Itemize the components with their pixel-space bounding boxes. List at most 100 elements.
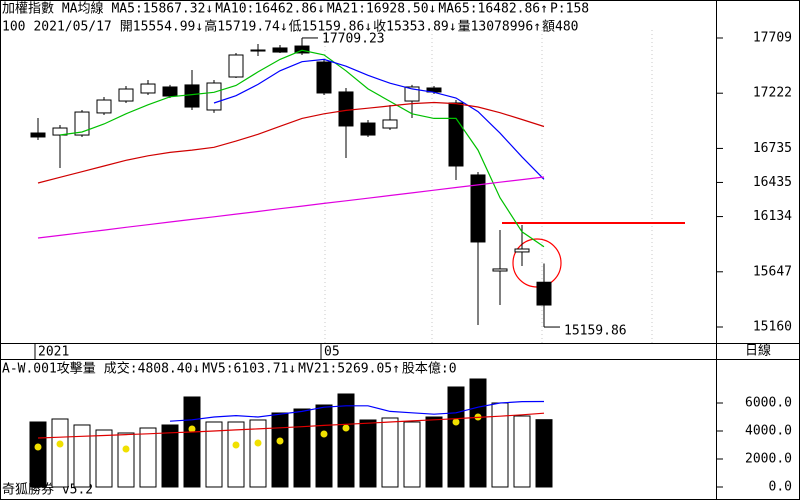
candle-body	[360, 122, 376, 136]
volume-bar	[359, 419, 377, 488]
candle-body	[316, 61, 332, 94]
candle-body	[30, 132, 46, 138]
volume-bar	[271, 412, 289, 488]
y-tick-label: 4000.0	[745, 423, 792, 438]
candle-body	[470, 174, 486, 243]
volume-bar	[403, 421, 421, 488]
volume-bar	[337, 393, 355, 488]
volume-bar	[139, 427, 157, 488]
y-tick-label: 17222	[753, 86, 792, 101]
candle-body	[140, 83, 156, 94]
volume-bar	[513, 415, 531, 488]
ma-line	[169, 400, 545, 422]
legend-entry: MA10:16462.86↓	[215, 2, 325, 17]
y-tick-label: 6000.0	[745, 395, 792, 410]
info-item: 2021/05/17	[33, 20, 111, 35]
candle-body	[294, 45, 310, 54]
ma-line	[37, 176, 545, 239]
volume-bar	[73, 424, 91, 488]
y-tick-label: 0.0	[769, 479, 792, 494]
indicator-dot	[452, 418, 460, 426]
candle-body	[338, 91, 354, 127]
y-tick-label: 2000.0	[745, 451, 792, 466]
info-item: 額480	[542, 20, 578, 35]
indicator-dot	[122, 445, 130, 453]
volume-bar	[117, 432, 135, 488]
volume-bar	[381, 417, 399, 488]
volume-bar	[315, 404, 333, 488]
legend-entry: MA5:15867.32↓	[111, 2, 213, 17]
y-tick-label: 16435	[753, 175, 792, 190]
volume-bar	[161, 424, 179, 488]
ma-line	[37, 412, 545, 439]
info-item: 低15159.86↓	[289, 20, 372, 35]
volume-bar	[227, 421, 245, 488]
grid	[324, 30, 653, 343]
legend-entry: 股本億:0	[402, 361, 457, 377]
volume-bar	[29, 421, 47, 488]
volume-bar	[469, 378, 487, 488]
y-tick-label: 16134	[753, 209, 792, 224]
candle-body	[382, 119, 398, 129]
candle-body	[272, 47, 288, 53]
indicator-dot	[254, 439, 262, 447]
x-tick-label: 2021	[38, 345, 69, 360]
legend-entry: MV5:6103.71↓	[202, 362, 296, 377]
volume-bar	[183, 396, 201, 488]
indicator-dot	[56, 440, 64, 448]
candle-body	[536, 281, 552, 306]
candle-body	[250, 49, 266, 52]
candle-body	[492, 268, 508, 272]
candle-body	[52, 127, 68, 136]
ma-line	[213, 58, 545, 180]
candle-body	[74, 111, 90, 136]
indicator-dot	[320, 430, 328, 438]
candle-body	[404, 86, 420, 102]
volume-bar	[205, 421, 223, 488]
candle-body	[448, 102, 464, 167]
ma-line	[59, 49, 545, 248]
info-item: 高15719.74↓	[204, 19, 287, 35]
volume-bar	[249, 419, 267, 488]
candle-body	[514, 248, 530, 253]
indicator-dot	[342, 424, 350, 432]
candle-body	[184, 84, 200, 108]
ma-line	[37, 101, 545, 184]
legend-entry: MV21:5269.05↑	[298, 362, 400, 377]
legend-entry: MA21:16928.50↓	[327, 2, 437, 17]
volume-bar	[293, 408, 311, 488]
indicator-dot	[232, 441, 240, 449]
volume-bar	[425, 416, 443, 488]
info-item: 收15353.89↓	[373, 20, 456, 35]
candle-body	[228, 54, 244, 78]
legend-entry: 加權指數 MA均線	[2, 1, 103, 17]
legend-entry: MA65:16482.86↑	[438, 2, 548, 17]
indicator-dot	[34, 443, 42, 451]
x-tick-label: 05	[324, 345, 340, 360]
info-item: 100	[2, 20, 25, 35]
y-tick-label: 17709	[753, 30, 792, 45]
volume-bar	[447, 386, 465, 488]
legend-entry: P:158	[550, 2, 589, 17]
footer: 奇狐勝券 v5.2	[2, 482, 93, 498]
legend-entry: A-W.001攻擊量	[2, 361, 96, 377]
y-tick-label: 15647	[753, 264, 792, 279]
volume-bar	[51, 418, 69, 488]
indicator-dot	[188, 425, 196, 433]
legend-entry: 成交:4808.40↓	[104, 361, 200, 377]
high-label: 17709.23	[322, 31, 385, 46]
y-tick-label: 15160	[753, 320, 792, 335]
candle-body	[206, 82, 222, 111]
period-label: 日線	[745, 343, 771, 359]
candle-body	[162, 86, 178, 97]
volume-bar	[95, 429, 113, 488]
volume-bar	[535, 419, 553, 488]
candle-body	[118, 88, 134, 102]
y-tick-label: 16735	[753, 141, 792, 156]
info-item: 開15554.99↓	[120, 20, 203, 35]
candle-body	[96, 99, 112, 114]
low-label: 15159.86	[564, 324, 627, 339]
